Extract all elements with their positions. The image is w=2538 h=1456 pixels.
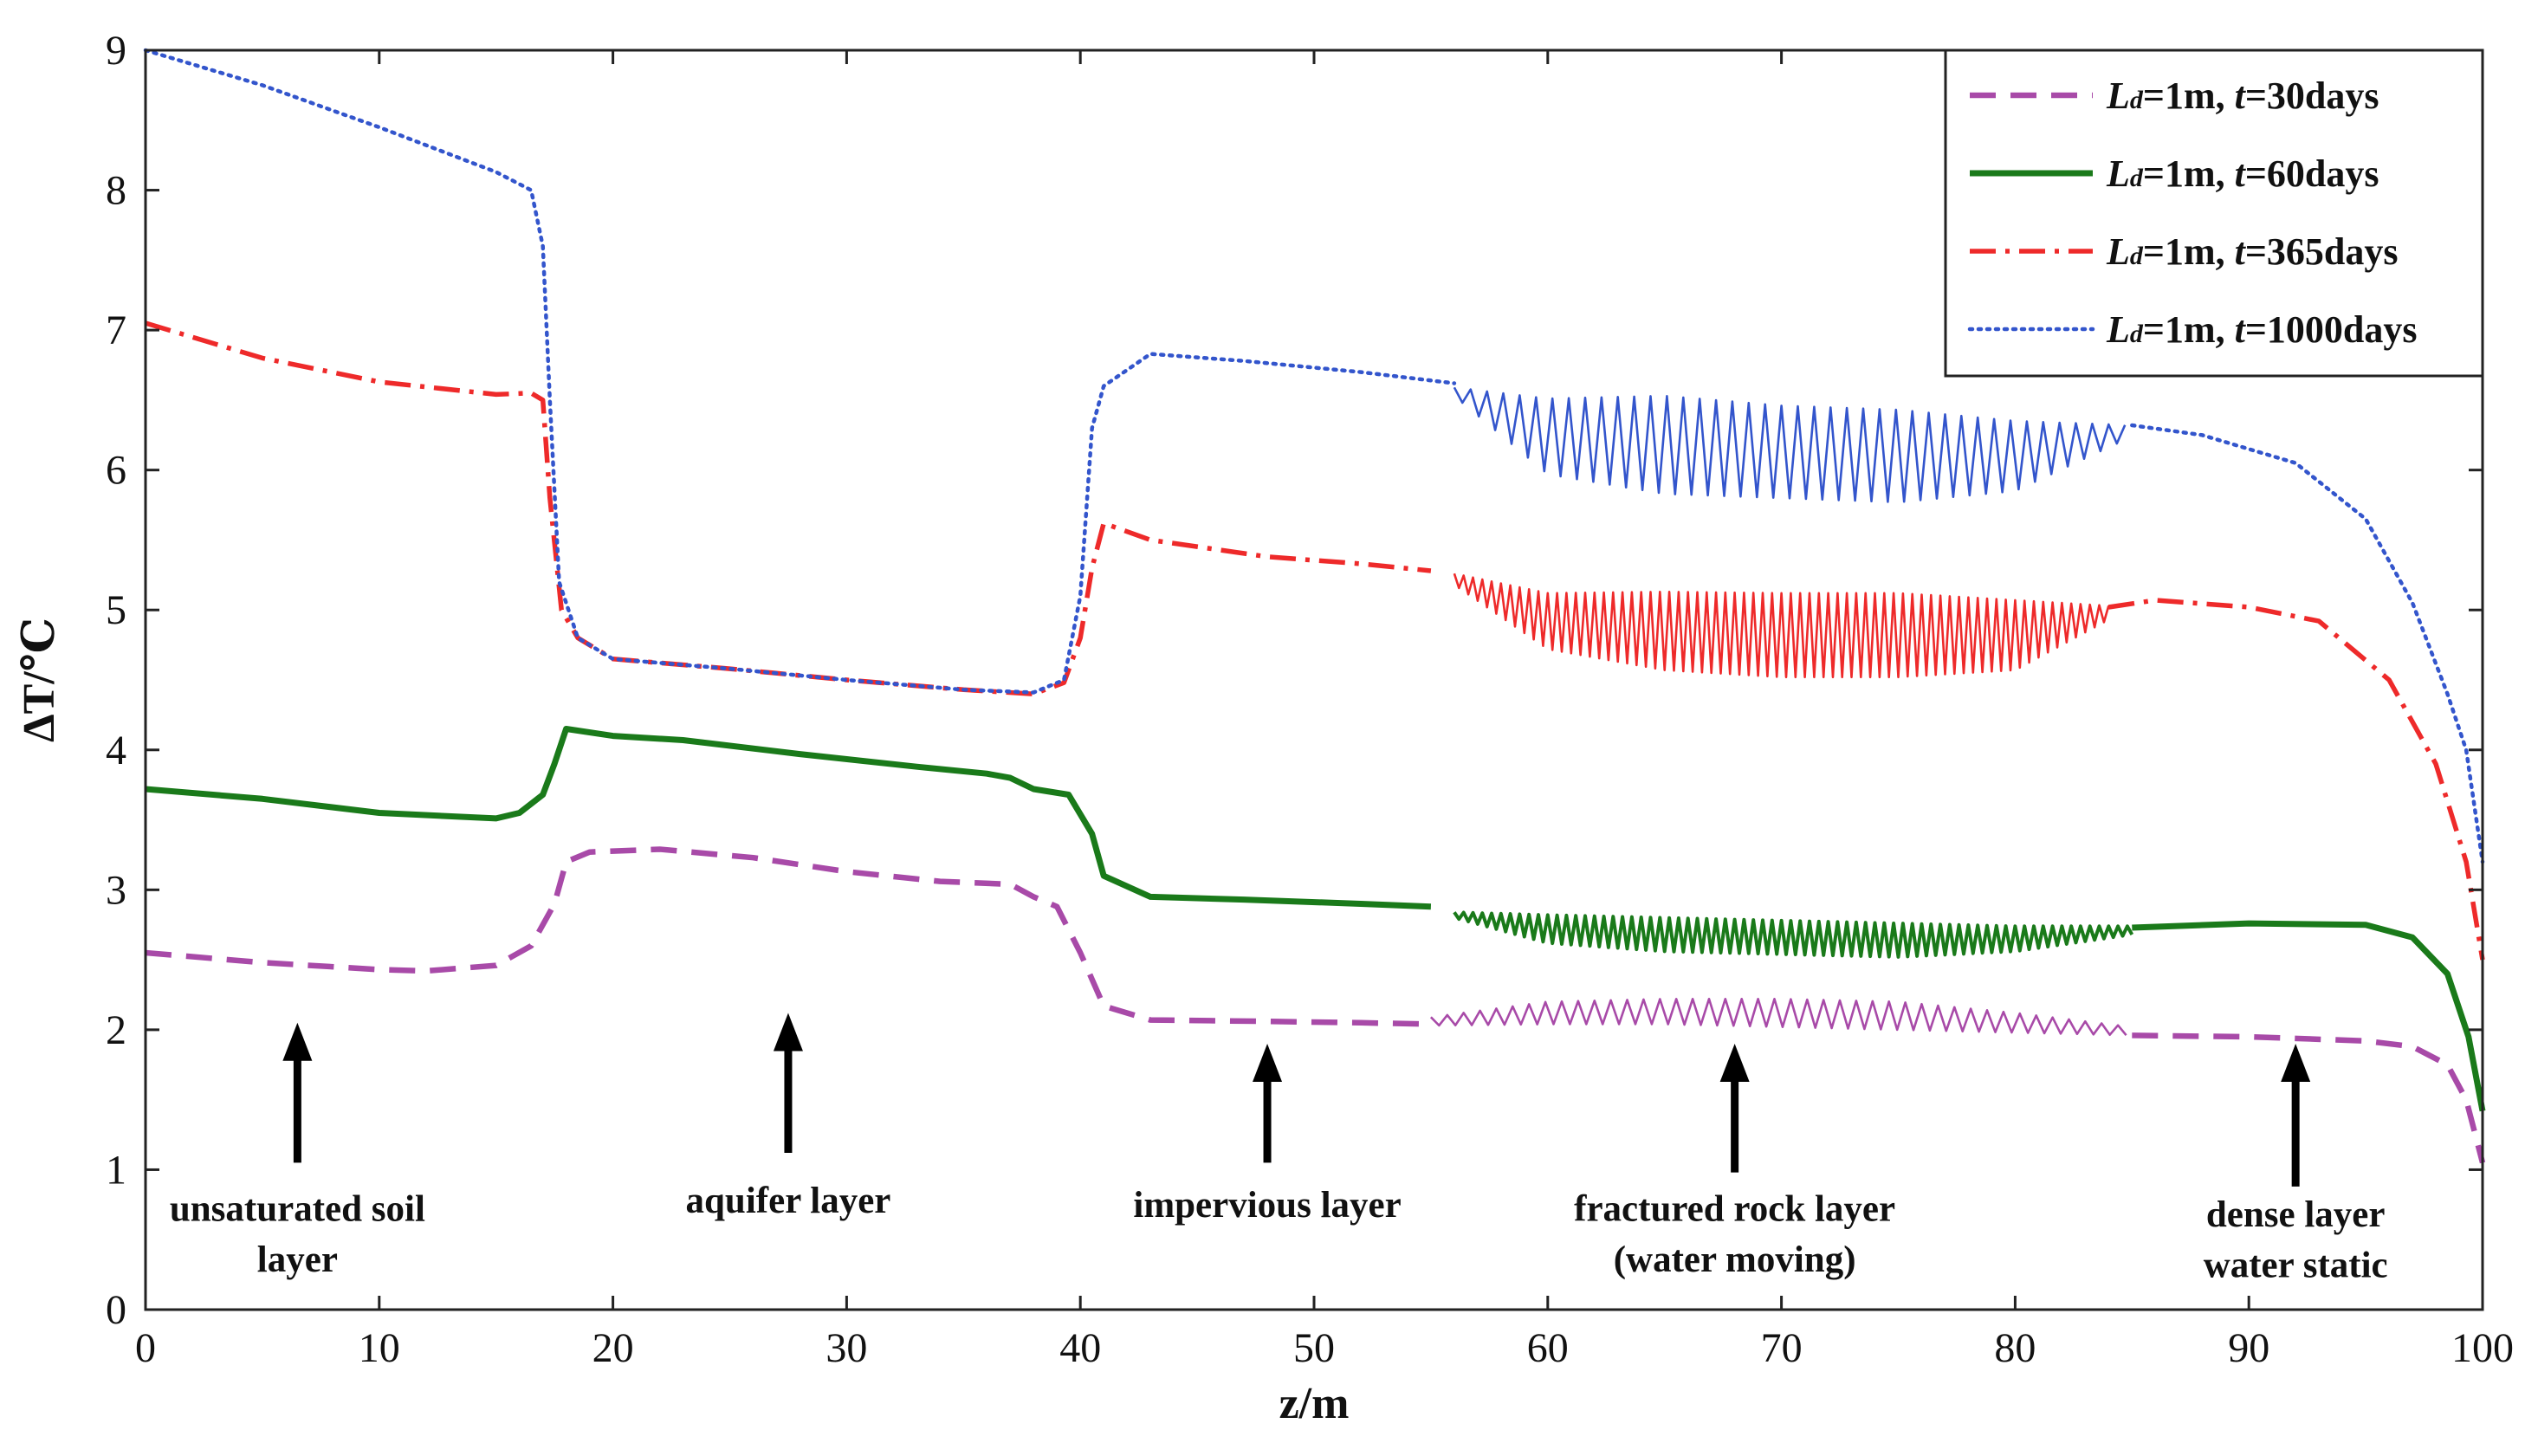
y-tick-label: 2 xyxy=(106,1007,126,1053)
legend-label: Ld=1m, t=60days xyxy=(2106,152,2379,195)
series-line-tail xyxy=(2132,920,2486,1112)
annotation-label: aquifer layer xyxy=(686,1181,891,1221)
layer-annotation: dense layer water static xyxy=(2204,1044,2388,1285)
legend-label-part: =1m, xyxy=(2143,308,2235,351)
legend-label-part: L xyxy=(2106,152,2130,195)
y-tick-label: 8 xyxy=(106,168,126,214)
annotation-layer: unsaturated soil layer aquifer layer imperv… xyxy=(170,1013,2388,1285)
annotation-label: (water moving) xyxy=(1614,1239,1856,1280)
x-tick-label: 100 xyxy=(2451,1325,2514,1371)
layer-annotation: aquifer layer xyxy=(686,1013,891,1221)
x-tick-label: 60 xyxy=(1527,1325,1569,1371)
x-tick-label: 70 xyxy=(1761,1325,1803,1371)
annotation-label: unsaturated soil xyxy=(170,1189,425,1230)
series-line-segment xyxy=(143,48,1457,695)
legend-label-part: =365days xyxy=(2245,230,2399,273)
legend-box xyxy=(1944,49,2484,378)
series-oscillation-band xyxy=(1453,386,2127,503)
y-tick-label: 6 xyxy=(106,448,126,494)
annotation-arrow-head xyxy=(1719,1044,1750,1083)
legend-label-part: d xyxy=(2130,242,2144,270)
series-dashdot xyxy=(145,320,2485,961)
series-line-tail xyxy=(2130,423,2485,864)
series-oscillation-band xyxy=(1429,998,2127,1037)
legend-label-part: L xyxy=(2106,74,2130,117)
legend-entry: Ld=1m, t=1000days xyxy=(1967,308,2418,351)
x-tick-label: 30 xyxy=(825,1325,867,1371)
legend-label-part: d xyxy=(2130,320,2144,348)
y-axis-label: ΔT/℃ xyxy=(15,618,64,742)
y-tick-label: 5 xyxy=(106,587,126,633)
y-tick-label: 1 xyxy=(106,1147,126,1193)
legend-label: Ld=1m, t=365days xyxy=(2106,230,2399,273)
series-solid xyxy=(145,726,2486,1112)
y-tick-label: 3 xyxy=(106,867,126,913)
legend-label-part: =1m, xyxy=(2143,152,2235,195)
x-tick-label: 80 xyxy=(1994,1325,2036,1371)
layer-annotation: fractured rock layer (water moving) xyxy=(1574,1044,1895,1280)
y-tick-label: 0 xyxy=(106,1287,126,1333)
annotation-label: fractured rock layer xyxy=(1574,1189,1895,1230)
x-axis-label: z/m xyxy=(1279,1379,1350,1428)
y-tick-label: 7 xyxy=(106,307,126,353)
annotation-label: impervious layer xyxy=(1133,1185,1401,1226)
x-tick-label: 0 xyxy=(135,1325,156,1371)
legend-entry: Ld=1m, t=30days xyxy=(1970,74,2379,117)
x-tick-label: 10 xyxy=(359,1325,400,1371)
legend-label-part: =1m, xyxy=(2143,74,2235,117)
y-tick-label: 9 xyxy=(106,28,126,74)
legend-label-part: t xyxy=(2235,308,2247,351)
x-tick-label: 20 xyxy=(592,1325,634,1371)
legend-label-part: d xyxy=(2130,86,2144,114)
annotation-label: water static xyxy=(2204,1245,2388,1285)
series-line-segment xyxy=(145,320,1432,696)
legend-label-part: d xyxy=(2130,164,2144,192)
series-line-segment xyxy=(145,726,1432,910)
series-oscillation-band xyxy=(1453,910,2134,959)
legend-label-part: t xyxy=(2235,74,2247,117)
series-dashed xyxy=(145,846,2486,1164)
layer-annotation: unsaturated soil layer xyxy=(170,1022,425,1280)
legend-entry: Ld=1m, t=60days xyxy=(1970,152,2379,195)
legend-label-part: =30days xyxy=(2245,74,2379,117)
legend-label-part: L xyxy=(2106,308,2130,351)
legend-label-part: =1m, xyxy=(2143,230,2235,273)
annotation-arrow-head xyxy=(773,1013,803,1052)
legend-label-part: =1000days xyxy=(2245,308,2418,351)
series-oscillation-band xyxy=(1453,573,2110,679)
layer-annotation: impervious layer xyxy=(1133,1044,1402,1226)
series-dotted xyxy=(143,48,2485,864)
legend-label: Ld=1m, t=30days xyxy=(2106,74,2379,117)
series-line-segment xyxy=(145,846,1431,1027)
annotation-arrow-head xyxy=(282,1022,313,1061)
legend-label-part: L xyxy=(2106,230,2130,273)
legend-label: Ld=1m, t=1000days xyxy=(2106,308,2418,351)
x-tick-label: 90 xyxy=(2228,1325,2269,1371)
legend-entry: Ld=1m, t=365days xyxy=(1970,230,2399,273)
annotation-label: dense layer xyxy=(2206,1194,2386,1235)
series-line-tail xyxy=(2107,598,2485,961)
legend-label-part: t xyxy=(2235,230,2247,273)
y-tick-label: 4 xyxy=(106,728,126,773)
annotation-label: layer xyxy=(257,1239,338,1280)
series-layer xyxy=(143,48,2486,1164)
annotation-arrow-head xyxy=(2281,1044,2311,1083)
legend-label-part: =60days xyxy=(2245,152,2379,195)
x-tick-label: 40 xyxy=(1059,1325,1101,1371)
annotation-arrow-head xyxy=(1253,1044,1283,1083)
x-tick-label: 50 xyxy=(1293,1325,1335,1371)
legend-label-part: t xyxy=(2235,152,2247,195)
